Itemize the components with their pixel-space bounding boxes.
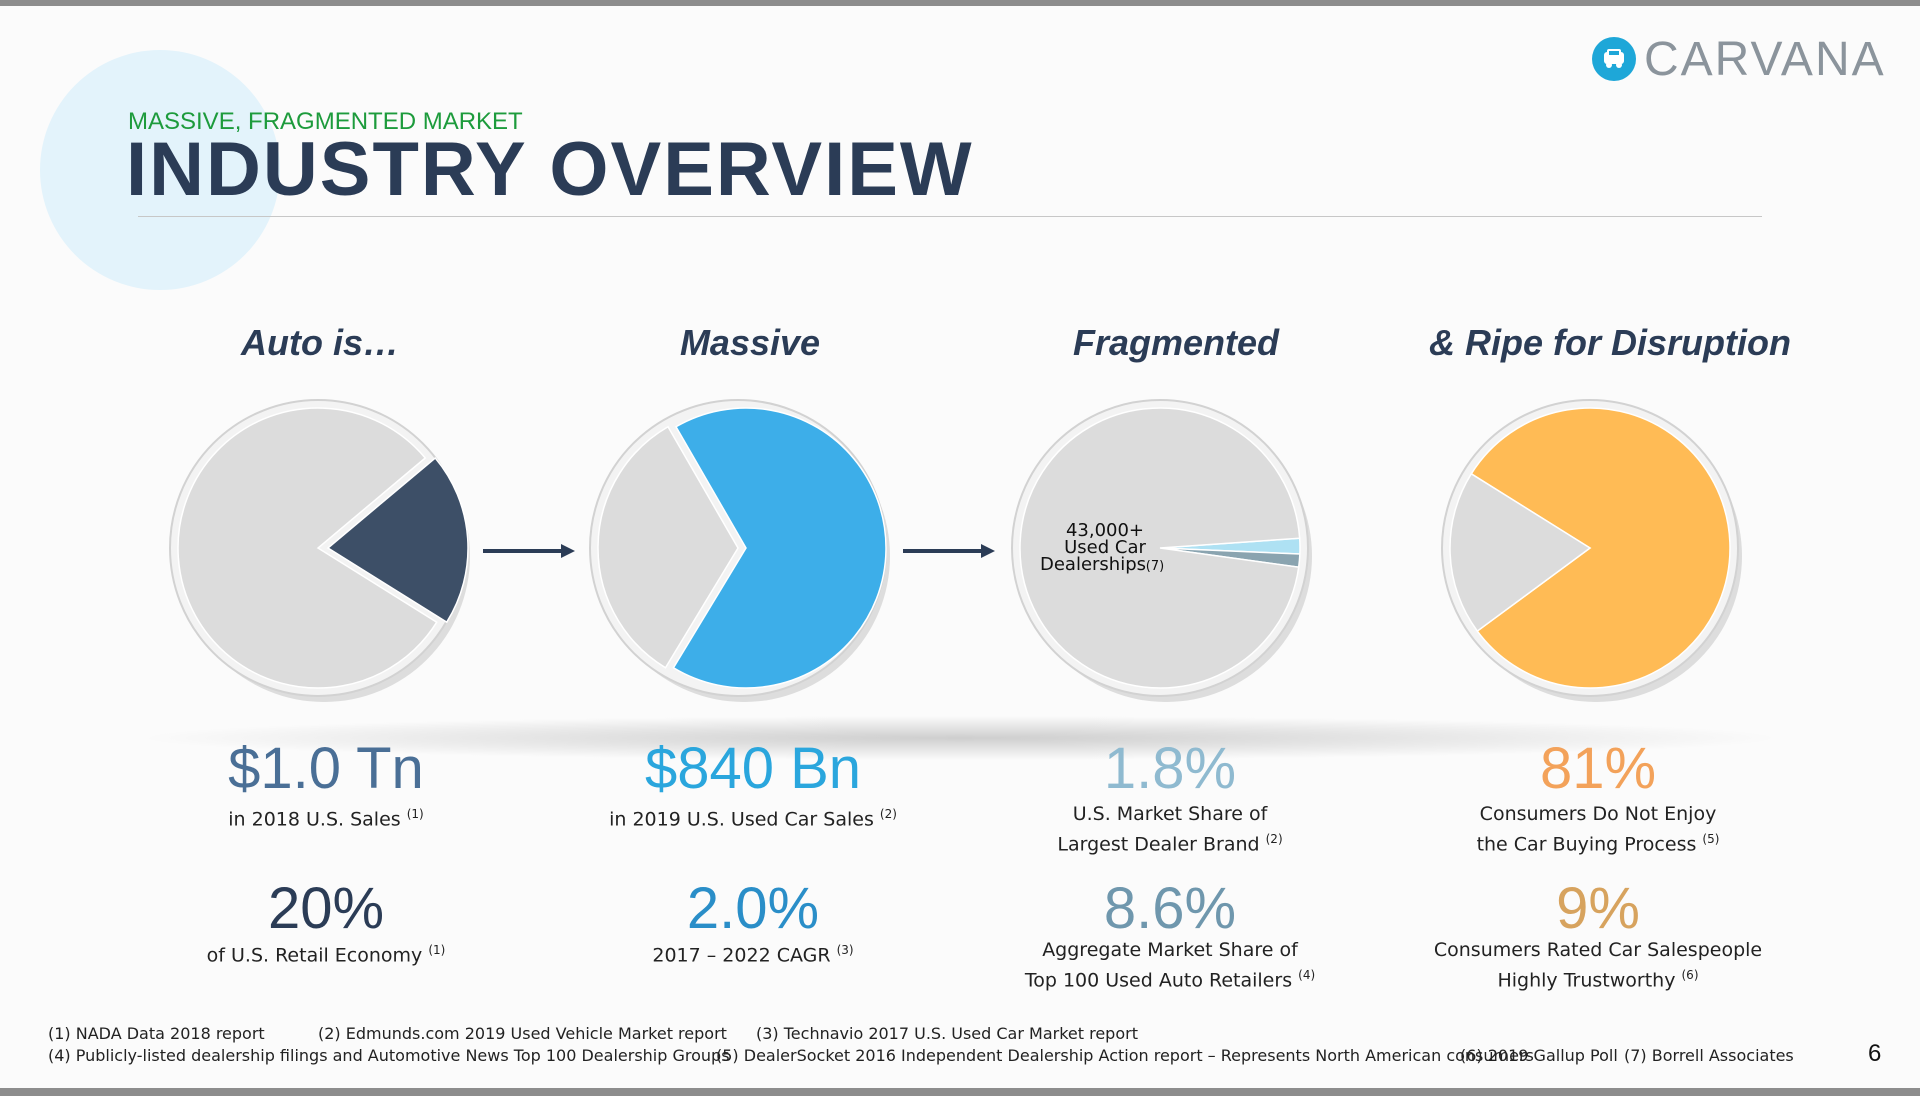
footnote-ref: (4) (1298, 968, 1316, 982)
footnote-ref: (2) (879, 807, 897, 821)
annotation-line-3: Dealerships (1040, 554, 1146, 575)
caption-us-sales: in 2018 U.S. Sales (1) (116, 802, 536, 832)
title-divider (138, 216, 1762, 217)
footnote-ref: (6) (1681, 968, 1699, 982)
footnote-ref: (5) (1702, 832, 1720, 846)
pie-slice-1-2 (177, 407, 438, 689)
footnote-row-2: (4) Publicly-listed dealership filings a… (48, 1045, 1794, 1067)
bottom-border (0, 1088, 1920, 1096)
footnote-3: (3) Technavio 2017 U.S. Used Car Market … (756, 1024, 1138, 1043)
caption-line-2: Highly Trustworthy (6) (1388, 963, 1808, 993)
footnote-2: (2) Edmunds.com 2019 Used Vehicle Market… (318, 1024, 727, 1043)
pie-slice-3-3 (1019, 407, 1301, 689)
page-number: 6 (1868, 1040, 1882, 1067)
caption-text: 2017 – 2022 CAGR (652, 944, 831, 967)
caption-text: Largest Dealer Brand (1057, 833, 1260, 856)
stat-cagr: 2.0% (686, 876, 820, 941)
caption-text: the Car Buying Process (1476, 833, 1697, 856)
caption-line-2: Top 100 Used Auto Retailers (4) (960, 963, 1380, 993)
footnote-1: (1) NADA Data 2018 report (48, 1024, 265, 1043)
caption-line-2: Largest Dealer Brand (2) (960, 827, 1380, 857)
stat-not-enjoy: 81% (1539, 736, 1657, 801)
footnote-ref: (1) (406, 807, 424, 821)
footnote-ref: (1) (428, 943, 446, 957)
heading-fragmented: Fragmented (1072, 322, 1280, 363)
caption-line-1: U.S. Market Share of (1072, 803, 1268, 825)
annotation-ref: (7) (1146, 559, 1164, 574)
footnotes: (1) NADA Data 2018 report (2) Edmunds.co… (48, 1023, 1794, 1067)
stat-top100-share: 8.6% (1103, 876, 1237, 941)
stat-largest-dealer-share: 1.8% (1103, 736, 1237, 801)
heading-auto-is: Auto is… (241, 322, 399, 363)
arrow-1-head (561, 544, 575, 558)
caption-line-2: the Car Buying Process (5) (1388, 827, 1808, 857)
annotation-line-2: Used Car (1064, 537, 1146, 558)
floor-shadow (140, 716, 1780, 760)
caption-cagr: 2017 – 2022 CAGR (3) (543, 938, 963, 968)
footnote-row-1: (1) NADA Data 2018 report (2) Edmunds.co… (48, 1023, 1794, 1045)
caption-text: Highly Trustworthy (1497, 969, 1676, 992)
car-icon (1592, 37, 1636, 81)
stat-retail-economy: 20% (267, 876, 385, 941)
caption-line-1: Consumers Rated Car Salespeople (1433, 939, 1763, 961)
stat-us-sales: $1.0 Tn (228, 736, 424, 801)
pie-slice-2-2 (597, 425, 739, 669)
slide-subtitle: MASSIVE, FRAGMENTED MARKET (128, 108, 523, 135)
top-border (0, 0, 1920, 6)
pie-slice-4-2 (1449, 472, 1592, 633)
caption-line-1: Consumers Do Not Enjoy (1479, 803, 1717, 825)
footnote-ref: (3) (836, 943, 854, 957)
carvana-logo: CARVANA (1592, 32, 1886, 86)
heading-massive: Massive (679, 322, 821, 363)
pie-slice-2-1 (672, 407, 887, 689)
caption-text: in 2019 U.S. Used Car Sales (609, 808, 874, 831)
caption-not-enjoy: Consumers Do Not Enjoy the Car Buying Pr… (1388, 802, 1808, 857)
caption-trustworthy: Consumers Rated Car Salespeople Highly T… (1388, 938, 1808, 993)
footnote-6: (6) 2019 Gallup Poll (1460, 1046, 1618, 1065)
footnote-ref: (2) (1265, 832, 1283, 846)
pie-slice-4-1 (1470, 407, 1731, 689)
logo-text: CARVANA (1644, 32, 1886, 86)
footnote-5: (5) DealerSocket 2016 Independent Dealer… (716, 1046, 1534, 1065)
stat-trustworthy: 9% (1556, 876, 1640, 941)
caption-used-car-sales: in 2019 U.S. Used Car Sales (2) (543, 802, 963, 832)
annotation-line-1: 43,000+ (1066, 520, 1144, 541)
caption-text: of U.S. Retail Economy (206, 944, 423, 967)
footnote-4: (4) Publicly-listed dealership filings a… (48, 1046, 730, 1065)
arrow-2-head (981, 544, 995, 558)
caption-top100-share: Aggregate Market Share of Top 100 Used A… (960, 938, 1380, 993)
decorative-circle (40, 50, 280, 290)
pie-slice-1-1 (326, 456, 469, 624)
caption-line-1: Aggregate Market Share of (1042, 939, 1298, 961)
caption-retail-economy: of U.S. Retail Economy (1) (116, 938, 536, 968)
caption-text: Top 100 Used Auto Retailers (1024, 969, 1293, 992)
caption-largest-dealer-share: U.S. Market Share of Largest Dealer Bran… (960, 802, 1380, 857)
footnote-7: (7) Borrell Associates (1624, 1046, 1794, 1065)
heading-ripe-for-disruption: & Ripe for Disruption (1429, 322, 1791, 363)
caption-text: in 2018 U.S. Sales (228, 808, 401, 831)
stat-used-car-sales: $840 Bn (644, 736, 862, 801)
dealership-annotation: 43,000+ Used Car Dealerships (7) (1040, 520, 1164, 575)
slide-title: INDUSTRY OVERVIEW (126, 127, 974, 212)
